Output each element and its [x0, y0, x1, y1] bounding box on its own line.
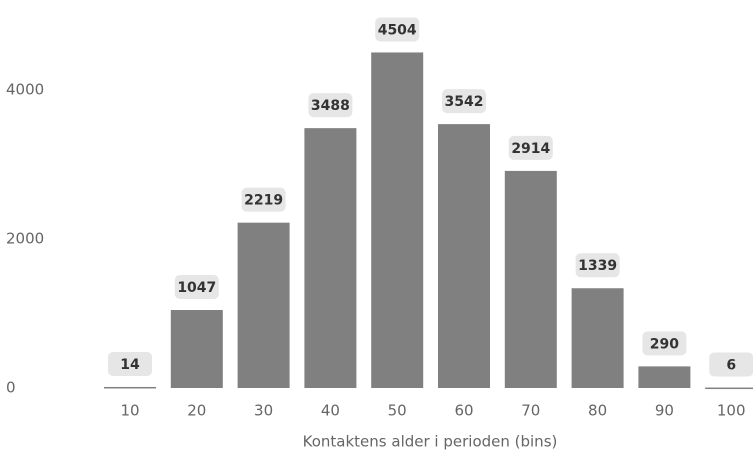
x-tick-label: 80 — [588, 402, 607, 420]
value-label-box — [709, 352, 753, 377]
x-tick-label: 50 — [388, 402, 407, 420]
value-label-box — [375, 17, 420, 42]
bar — [104, 386, 156, 389]
x-tick-label: 10 — [120, 402, 139, 420]
bar — [705, 387, 753, 390]
value-label: 290 — [650, 336, 679, 352]
bar — [170, 309, 223, 388]
value-label: 3542 — [445, 94, 484, 110]
x-tick-label: 100 — [717, 402, 746, 420]
value-label-box — [174, 274, 219, 299]
x-tick-label: 40 — [321, 402, 340, 420]
value-label: 4504 — [378, 22, 417, 38]
y-tick-label: 2000 — [6, 230, 44, 248]
value-label-box — [308, 93, 353, 118]
bar — [504, 170, 557, 388]
bar — [571, 288, 624, 388]
value-label-box — [442, 89, 486, 114]
x-axis-label: Kontaktens alder i perioden (bins) — [303, 433, 558, 451]
x-tick-label: 90 — [655, 402, 674, 420]
bar — [438, 124, 490, 388]
bar — [371, 52, 424, 389]
bar — [237, 222, 290, 388]
x-tick-label: 20 — [187, 402, 206, 420]
bar — [304, 128, 357, 389]
value-label: 14 — [120, 357, 140, 373]
value-label-box — [575, 253, 620, 278]
x-tick-label: 30 — [254, 402, 273, 420]
value-label: 1047 — [177, 280, 216, 296]
y-tick-label: 0 — [6, 379, 16, 397]
x-tick-label: 60 — [454, 402, 473, 420]
value-label: 3488 — [311, 98, 350, 114]
value-label-box — [241, 187, 286, 212]
value-label: 6 — [726, 358, 736, 374]
value-label: 2219 — [244, 193, 283, 209]
bar — [638, 366, 691, 388]
value-label: 2914 — [511, 141, 550, 157]
y-tick-label: 4000 — [6, 81, 44, 99]
value-label-box — [108, 351, 152, 376]
value-label-box — [508, 135, 553, 160]
x-tick-label: 70 — [521, 402, 540, 420]
value-label-box — [642, 331, 687, 356]
value-label: 1339 — [578, 258, 617, 274]
